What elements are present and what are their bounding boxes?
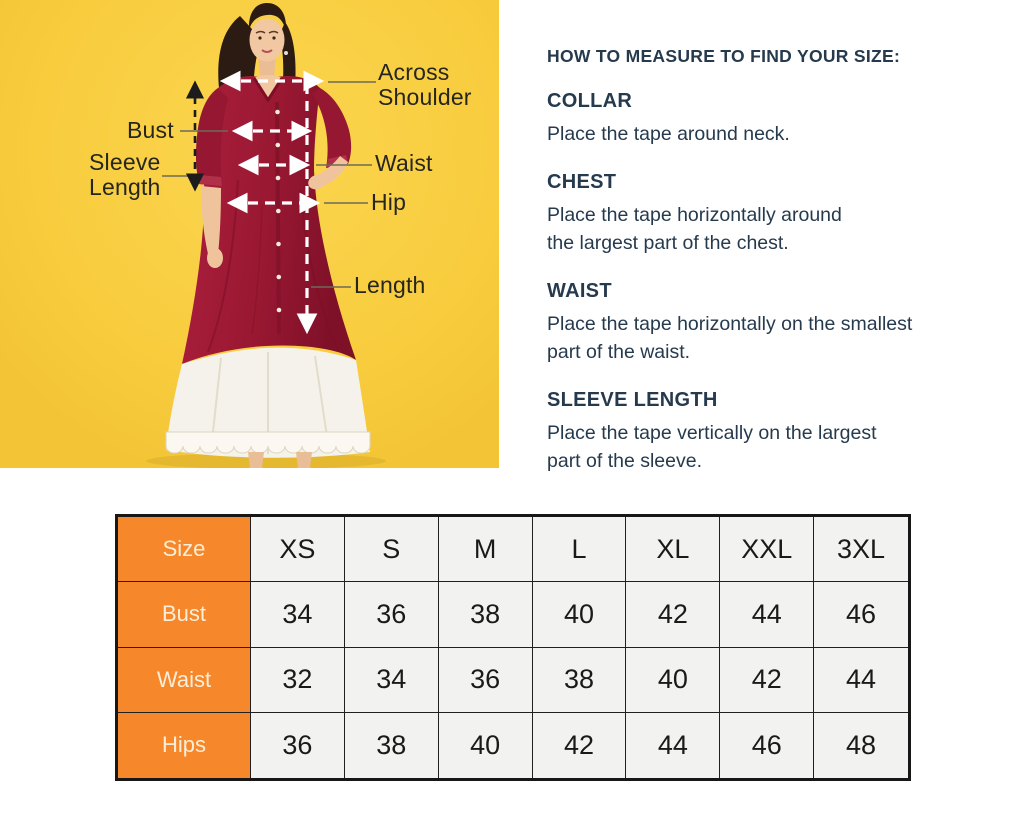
size-value-cell: 44 <box>720 582 815 648</box>
size-value-cell: 44 <box>814 647 908 713</box>
measurement-row-label: Bust <box>118 582 251 648</box>
model-illustration <box>146 3 386 468</box>
measure-section-title: SLEEVE LENGTH <box>547 389 718 411</box>
measure-section-title: CHEST <box>547 171 617 193</box>
size-value-cell: 34 <box>344 647 439 713</box>
size-value-cell: 36 <box>438 647 533 713</box>
model-figure <box>146 3 386 468</box>
size-column-header: XL <box>626 517 721 583</box>
size-value-cell: 42 <box>626 582 721 648</box>
size-column-header: XS <box>251 517 345 583</box>
size-value-cell: 40 <box>438 712 533 778</box>
size-value-cell: 42 <box>720 647 815 713</box>
bust-label: Bust <box>127 117 174 143</box>
size-value-cell: 46 <box>720 712 815 778</box>
measure-section-collar: COLLAR Place the tape around neck. <box>547 90 997 148</box>
size-value-cell: 38 <box>532 647 627 713</box>
length-label: Length <box>354 272 426 298</box>
measurement-diagram-panel: Across Shoulder Bust Sleeve Length Waist… <box>0 0 499 468</box>
size-value-cell: 34 <box>251 582 345 648</box>
table-corner-cell: Size <box>118 517 251 583</box>
size-value-cell: 42 <box>532 712 627 778</box>
size-column-header: 3XL <box>814 517 908 583</box>
waist-label: Waist <box>375 150 433 176</box>
measure-section-body: Place the tape horizontally on the small… <box>547 313 913 363</box>
sleeve-length-label: Sleeve Length <box>89 149 161 200</box>
across-shoulder-label: Across Shoulder <box>378 59 472 110</box>
size-value-cell: 48 <box>814 712 908 778</box>
size-value-cell: 38 <box>438 582 533 648</box>
size-column-header: XXL <box>720 517 815 583</box>
size-value-cell: 46 <box>814 582 908 648</box>
hip-label: Hip <box>371 189 407 215</box>
measure-section-title: COLLAR <box>547 90 633 112</box>
measure-section-sleeve-length: SLEEVE LENGTH Place the tape vertically … <box>547 389 997 475</box>
size-column-header: L <box>532 517 627 583</box>
size-chart-table: Size XS S M L XL XXL 3XL Bust 34 36 38 4… <box>115 514 911 781</box>
measure-section-body: Place the tape around neck. <box>547 123 790 145</box>
size-value-cell: 32 <box>251 647 345 713</box>
measure-section-body: Place the tape horizontally around the l… <box>547 204 842 254</box>
how-to-measure-section: HOW TO MEASURE TO FIND YOUR SIZE: COLLAR… <box>547 46 997 498</box>
size-value-cell: 44 <box>626 712 721 778</box>
measure-section-body: Place the tape vertically on the largest… <box>547 422 877 472</box>
tape-measure-lines <box>219 70 325 335</box>
size-value-cell: 40 <box>626 647 721 713</box>
measurement-row-label: Waist <box>118 647 251 713</box>
size-column-header: S <box>344 517 439 583</box>
measure-section-chest: CHEST Place the tape horizontally around… <box>547 171 997 257</box>
measurement-row-label: Hips <box>118 712 251 778</box>
size-value-cell: 36 <box>251 712 345 778</box>
size-value-cell: 36 <box>344 582 439 648</box>
how-to-measure-heading: HOW TO MEASURE TO FIND YOUR SIZE: <box>547 46 901 66</box>
size-value-cell: 40 <box>532 582 627 648</box>
size-value-cell: 38 <box>344 712 439 778</box>
measurement-lines <box>162 70 376 335</box>
measure-section-waist: WAIST Place the tape horizontally on the… <box>547 280 997 366</box>
size-column-header: M <box>438 517 533 583</box>
measure-section-title: WAIST <box>547 280 612 302</box>
